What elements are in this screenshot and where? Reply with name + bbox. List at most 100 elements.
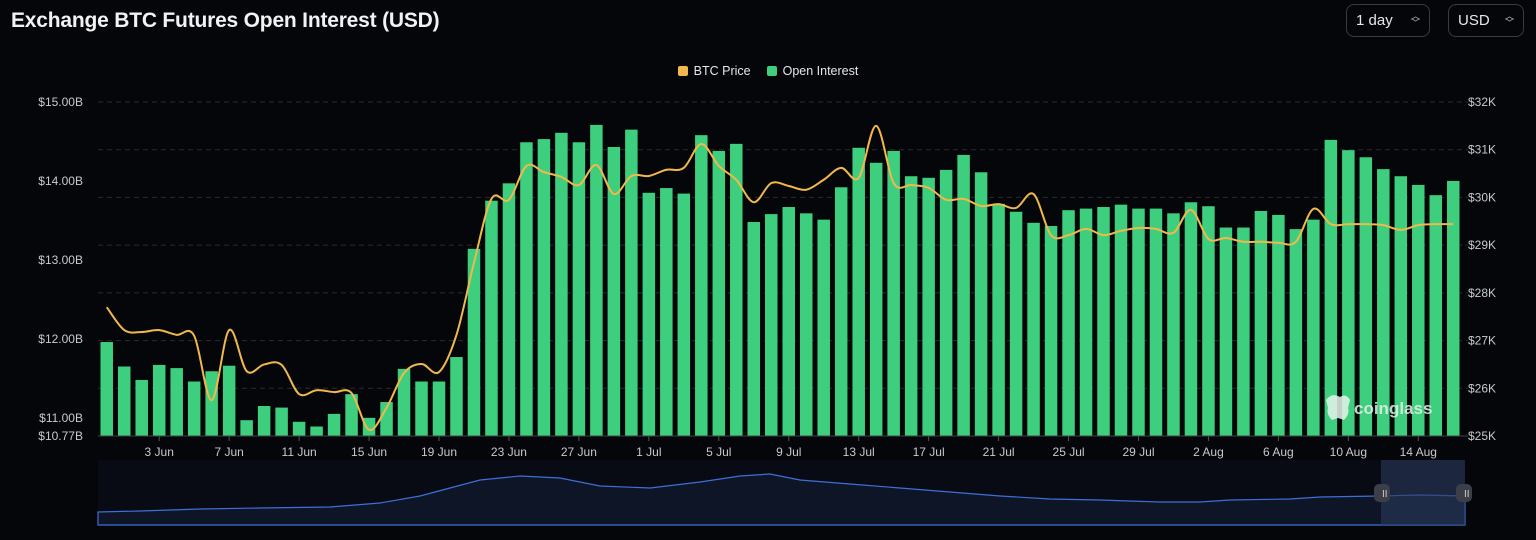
y-left-tick-label: $13.00B	[38, 253, 83, 267]
open-interest-bar	[520, 142, 533, 436]
open-interest-bar	[1167, 213, 1180, 436]
navigator[interactable]: II II	[97, 460, 1472, 526]
open-interest-bar	[415, 381, 428, 436]
y-left-tick-label: $12.00B	[38, 332, 83, 346]
open-interest-bar	[345, 394, 358, 436]
y-left-tick-label: $11.00B	[39, 411, 83, 425]
x-tick-label: 6 Aug	[1263, 445, 1294, 459]
open-interest-bar	[432, 381, 446, 436]
y-right-tick-label: $32K	[1468, 95, 1496, 109]
navigator-handle-right[interactable]	[1456, 484, 1472, 502]
x-tick-label: 27 Jun	[561, 445, 597, 459]
x-tick-label: 3 Jun	[145, 445, 174, 459]
navigator-selection[interactable]	[1381, 460, 1465, 525]
open-interest-bar	[747, 222, 761, 436]
open-interest-bar	[1324, 139, 1338, 437]
open-interest-bar	[782, 207, 795, 436]
open-interest-bar	[1342, 150, 1355, 437]
open-interest-bar	[869, 162, 883, 436]
interval-value: 1 day	[1356, 12, 1393, 29]
open-interest-bar	[1009, 211, 1023, 436]
y-right-tick-label: $31K	[1468, 143, 1496, 157]
open-interest-bar	[397, 368, 411, 436]
currency-value: USD	[1458, 12, 1490, 29]
navigator-area	[97, 473, 1466, 526]
x-tick-label: 21 Jul	[983, 445, 1015, 459]
x-tick-label: 14 Aug	[1400, 445, 1437, 459]
open-interest-bar	[275, 407, 288, 436]
open-interest-bar	[572, 142, 586, 436]
open-interest-bar	[974, 172, 988, 436]
y-right-tick-label: $28K	[1468, 286, 1496, 300]
open-interest-bar	[1132, 208, 1145, 436]
open-interest-bar	[1289, 229, 1303, 436]
x-tick-label: 25 Jul	[1053, 445, 1085, 459]
open-interest-bar	[1447, 180, 1460, 436]
open-interest-bar	[1097, 207, 1110, 436]
y-right-tick-label: $27K	[1468, 334, 1496, 348]
open-interest-bar	[625, 129, 638, 437]
open-interest-bar	[852, 147, 865, 436]
open-interest-bar	[1184, 202, 1198, 436]
open-interest-bar	[380, 402, 393, 436]
open-interest-bar	[887, 150, 900, 436]
open-interest-bar	[135, 379, 148, 436]
open-interest-bar	[695, 135, 708, 436]
x-tick-label: 23 Jun	[491, 445, 527, 459]
x-tick-label: 1 Jul	[636, 445, 661, 459]
open-interest-bar	[1114, 204, 1128, 436]
currency-select[interactable]: USD ︿ ﹀	[1448, 4, 1524, 37]
y-left-tick-label: $15.00B	[38, 95, 83, 109]
open-interest-bar	[327, 413, 341, 436]
legend-item-open-interest[interactable]: Open Interest	[766, 64, 859, 78]
legend-item-btc-price[interactable]: BTC Price	[677, 64, 751, 78]
open-interest-bar	[660, 188, 673, 436]
x-tick-label: 19 Jun	[421, 445, 457, 459]
open-interest-bar	[467, 248, 481, 436]
legend-label: Open Interest	[782, 64, 859, 78]
open-interest-bar	[1394, 176, 1408, 436]
open-interest-bar	[205, 371, 218, 436]
chart-legend: BTC Price Open Interest	[0, 64, 1536, 78]
y-right-tick-label: $26K	[1468, 381, 1496, 395]
open-interest-bar	[240, 420, 253, 436]
open-interest-bar	[904, 176, 918, 436]
open-interest-bar	[100, 342, 113, 436]
open-interest-bar	[1079, 208, 1093, 436]
x-tick-label: 15 Jun	[351, 445, 387, 459]
open-interest-bar	[1429, 195, 1443, 436]
page-title: Exchange BTC Futures Open Interest (USD)	[11, 9, 440, 32]
navigator-handle-left[interactable]	[1374, 484, 1390, 502]
y-right-tick-label: $25K	[1468, 429, 1496, 443]
svg-text:II: II	[1382, 489, 1388, 500]
watermark-text: coinglass	[1354, 399, 1432, 418]
x-tick-label: 17 Jul	[913, 445, 945, 459]
y-right-tick-label: $30K	[1468, 190, 1496, 204]
open-interest-bar	[170, 368, 183, 436]
y-left-tick-label: $10.77B	[38, 429, 83, 443]
open-interest-bar	[1237, 227, 1250, 436]
open-interest-bar	[834, 187, 848, 436]
open-interest-bar	[922, 177, 935, 436]
open-interest-bar	[1359, 157, 1373, 437]
open-interest-bar	[1202, 206, 1215, 436]
open-interest-bar	[1027, 222, 1040, 436]
open-interest-bar	[292, 421, 306, 436]
open-interest-bar	[310, 426, 323, 436]
x-tick-label: 7 Jun	[214, 445, 243, 459]
open-interest-bar	[1412, 184, 1425, 436]
open-interest-bar	[1044, 225, 1058, 436]
open-interest-bar	[642, 192, 656, 436]
interval-select[interactable]: 1 day ︿ ﹀	[1346, 4, 1430, 37]
x-tick-label: 10 Aug	[1330, 445, 1367, 459]
open-interest-bar	[939, 169, 953, 436]
open-interest-bar	[677, 193, 691, 436]
open-interest-bar	[1149, 208, 1163, 436]
x-tick-label: 29 Jul	[1122, 445, 1154, 459]
coinglass-watermark: coinglass	[1326, 395, 1432, 420]
open-interest-bar	[187, 381, 201, 436]
open-interest-bar	[765, 214, 778, 436]
x-tick-label: 11 Jun	[282, 445, 317, 459]
open-interest-bar	[152, 364, 166, 436]
open-interest-bar	[450, 357, 463, 436]
